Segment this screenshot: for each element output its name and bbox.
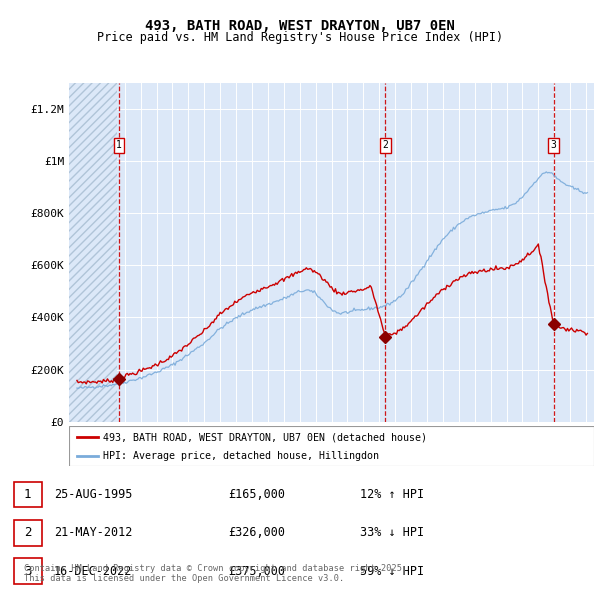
Text: 12% ↑ HPI: 12% ↑ HPI (360, 488, 424, 501)
Text: £326,000: £326,000 (228, 526, 285, 539)
Text: 16-DEC-2022: 16-DEC-2022 (54, 565, 133, 578)
Text: 493, BATH ROAD, WEST DRAYTON, UB7 0EN (detached house): 493, BATH ROAD, WEST DRAYTON, UB7 0EN (d… (103, 432, 427, 442)
Text: 33% ↓ HPI: 33% ↓ HPI (360, 526, 424, 539)
Text: 2: 2 (24, 526, 31, 539)
Text: 59% ↓ HPI: 59% ↓ HPI (360, 565, 424, 578)
Text: 3: 3 (551, 140, 557, 150)
Text: Price paid vs. HM Land Registry's House Price Index (HPI): Price paid vs. HM Land Registry's House … (97, 31, 503, 44)
Text: 2: 2 (382, 140, 388, 150)
Text: 21-MAY-2012: 21-MAY-2012 (54, 526, 133, 539)
Text: 493, BATH ROAD, WEST DRAYTON, UB7 0EN: 493, BATH ROAD, WEST DRAYTON, UB7 0EN (145, 19, 455, 33)
Text: £375,000: £375,000 (228, 565, 285, 578)
Text: 3: 3 (24, 565, 31, 578)
Text: HPI: Average price, detached house, Hillingdon: HPI: Average price, detached house, Hill… (103, 451, 379, 461)
Text: 1: 1 (24, 488, 31, 501)
Text: £165,000: £165,000 (228, 488, 285, 501)
Text: 25-AUG-1995: 25-AUG-1995 (54, 488, 133, 501)
Bar (69, 83, 117, 422)
Text: Contains HM Land Registry data © Crown copyright and database right 2025.
This d: Contains HM Land Registry data © Crown c… (24, 563, 407, 583)
Text: 1: 1 (116, 140, 122, 150)
